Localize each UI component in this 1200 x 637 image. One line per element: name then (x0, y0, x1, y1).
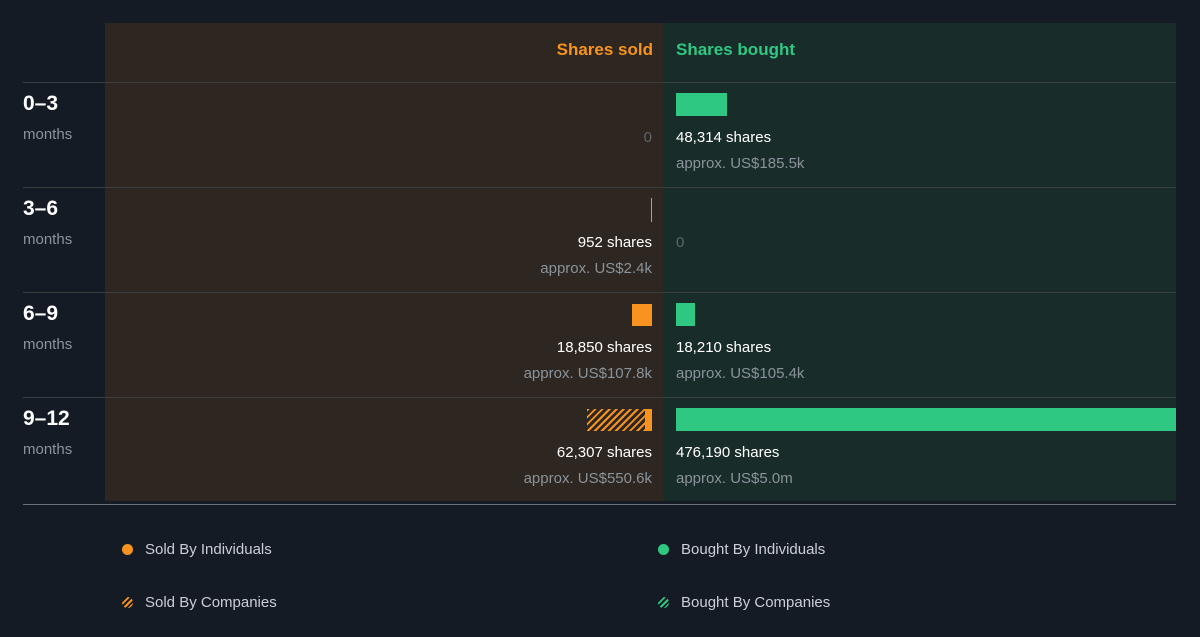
hatched-dot-icon (658, 597, 669, 608)
legend-label: Sold By Companies (145, 594, 277, 611)
legend-label: Sold By Individuals (145, 541, 272, 558)
row-divider (23, 82, 1176, 83)
legend-sold-by-individuals[interactable]: Sold By Individuals (122, 541, 272, 558)
shares-sold-panel (105, 23, 663, 501)
sold-approx-value: approx. US$2.4k (540, 260, 652, 277)
sold-shares-value: 0 (643, 129, 652, 146)
sold-shares-value: 952 shares (577, 234, 652, 251)
period-label: 0–3 (23, 92, 59, 115)
legend-sold-by-companies[interactable]: Sold By Companies (122, 594, 277, 611)
bar-sold-by-individuals (645, 409, 652, 431)
period-unit-label: months (23, 441, 73, 458)
row-divider (23, 187, 1176, 188)
bought-shares-value: 48,314 shares (676, 129, 772, 146)
sold-approx-value: approx. US$550.6k (523, 470, 652, 487)
period-label: 3–6 (23, 197, 59, 220)
bar-bought-by-individuals (676, 408, 1176, 431)
shares-bought-header: Shares bought (676, 40, 796, 59)
legend-label: Bought By Individuals (681, 541, 826, 558)
bought-shares-value: 0 (676, 234, 685, 251)
bar-sold-by-individuals (651, 198, 652, 222)
period-unit-label: months (23, 231, 73, 248)
legend-bought-by-companies[interactable]: Bought By Companies (658, 594, 830, 611)
period-label: 9–12 (23, 407, 70, 430)
bar-sold-by-companies (587, 409, 645, 431)
sold-shares-value: 18,850 shares (556, 339, 652, 356)
bar-bought-by-individuals (676, 93, 727, 116)
bought-shares-value: 18,210 shares (676, 339, 772, 356)
bar-sold-by-individuals (632, 304, 652, 326)
period-label: 6–9 (23, 302, 59, 325)
legend-label: Bought By Companies (681, 594, 831, 611)
shares-sold-header: Shares sold (556, 40, 653, 59)
dot-icon (122, 544, 133, 555)
bought-approx-value: approx. US$105.4k (676, 365, 805, 382)
bought-approx-value: approx. US$185.5k (676, 155, 805, 172)
row-divider (23, 397, 1176, 398)
period-unit-label: months (23, 336, 73, 353)
dot-icon (658, 544, 669, 555)
row-divider (23, 292, 1176, 293)
chart-bottom-border (23, 504, 1176, 505)
bought-approx-value: approx. US$5.0m (676, 470, 793, 487)
legend-bought-by-individuals[interactable]: Bought By Individuals (658, 541, 825, 558)
sold-shares-value: 62,307 shares (556, 444, 652, 461)
hatched-dot-icon (122, 597, 133, 608)
period-unit-label: months (23, 126, 73, 143)
sold-approx-value: approx. US$107.8k (523, 365, 652, 382)
bar-bought-by-individuals (676, 303, 695, 326)
bought-shares-value: 476,190 shares (676, 444, 780, 461)
